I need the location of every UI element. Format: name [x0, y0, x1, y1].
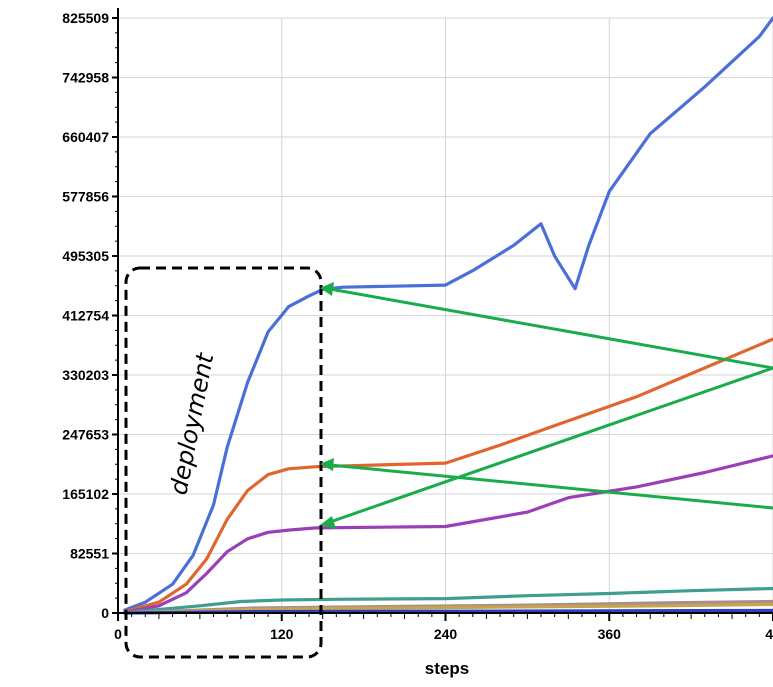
axes	[112, 8, 773, 621]
arrow-blue-line	[329, 287, 773, 370]
arrowhead-purple	[320, 516, 336, 529]
x-tick-label: 360	[598, 626, 622, 642]
arrowhead-orange	[320, 458, 334, 471]
green-arrows	[320, 282, 773, 529]
y-tick-label: 165102	[62, 486, 109, 502]
y-tick-label: 0	[101, 605, 109, 621]
y-tick-label: 412754	[62, 308, 109, 324]
arrowhead-blue	[320, 282, 334, 296]
series-line-2	[123, 337, 773, 614]
y-tick-label: 82551	[70, 545, 109, 561]
y-tick-label: 742958	[62, 70, 109, 86]
x-axis-title: steps	[425, 659, 469, 678]
x-tick-label: 48	[765, 626, 773, 642]
series-line-4	[123, 586, 773, 615]
series-line-6	[123, 602, 773, 615]
series-line-1	[123, 16, 773, 612]
y-tick-label: 247653	[62, 426, 109, 442]
deployment-box	[124, 266, 323, 659]
arrow-purple-line	[329, 366, 773, 524]
y-tick-label: 495305	[62, 248, 109, 264]
series-line-3	[123, 454, 773, 614]
x-tick-labels: 0 120 240 360 48	[114, 626, 773, 642]
y-tick-label: 660407	[62, 129, 109, 145]
y-tick-label: 330203	[62, 367, 109, 383]
x-tick-label: 240	[434, 626, 458, 642]
y-tick-label: 577856	[62, 189, 109, 205]
x-tick-label: 120	[270, 626, 294, 642]
y-tick-label: 825509	[62, 10, 109, 26]
arrow-orange-line	[329, 463, 773, 510]
y-tick-labels: 0 82551 165102 247653 330203 412754 495305 5778…	[62, 10, 109, 621]
x-tick-label: 0	[114, 626, 122, 642]
